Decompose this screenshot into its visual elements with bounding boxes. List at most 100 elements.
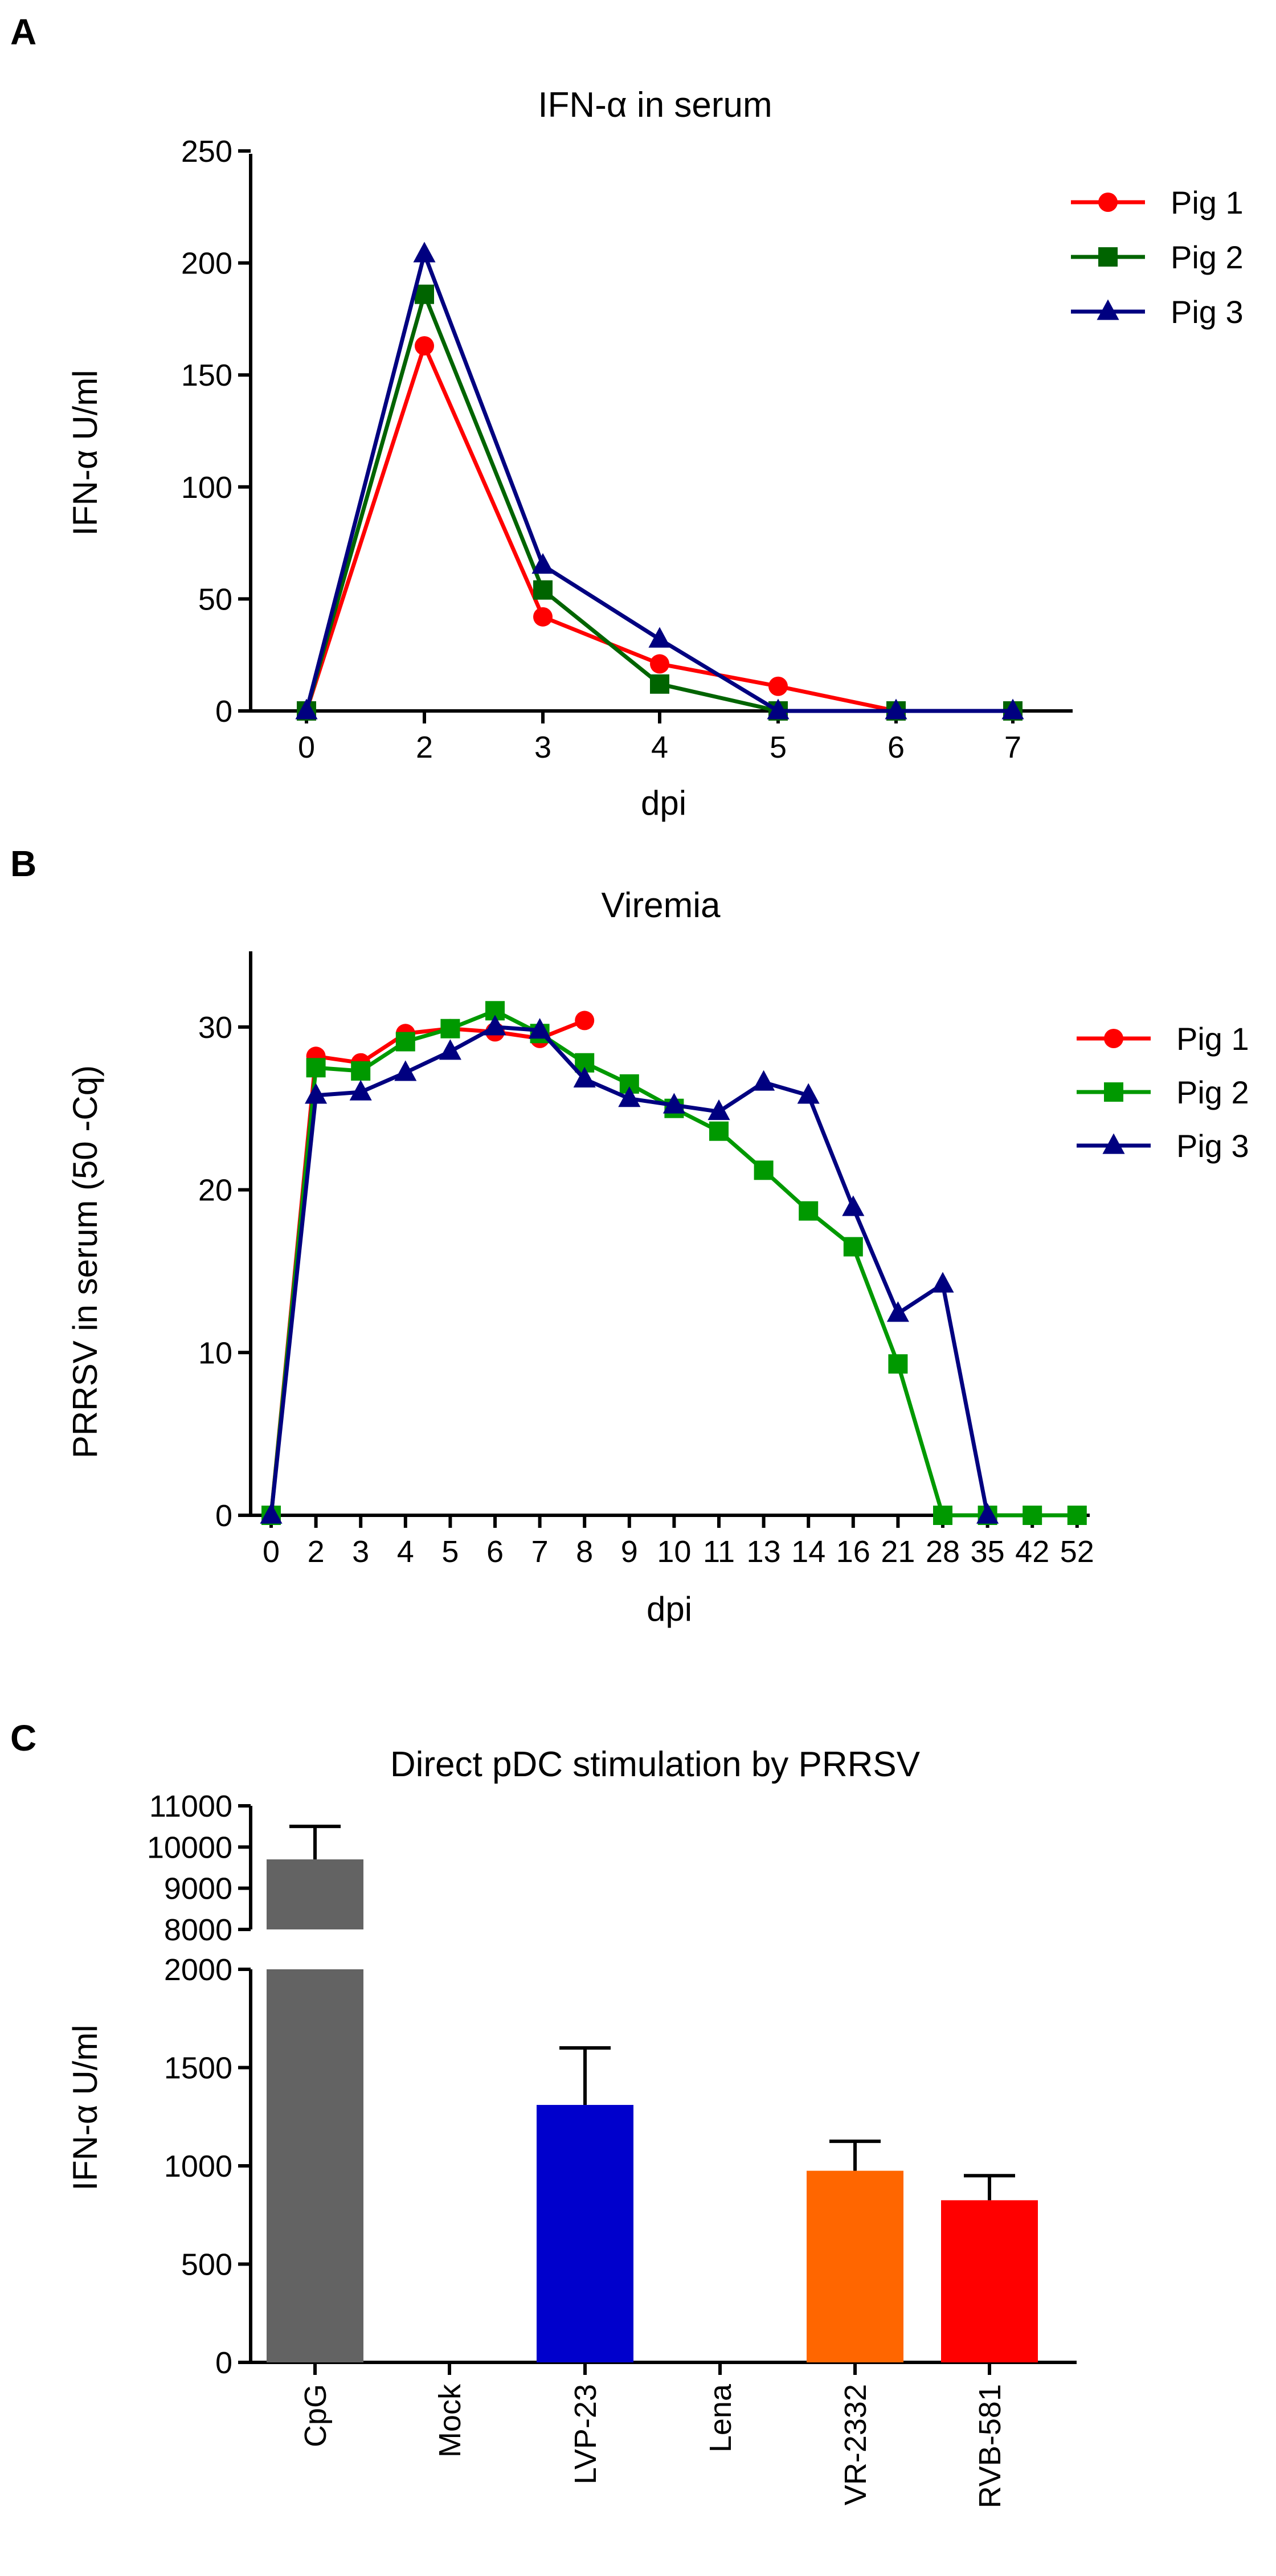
data-point-pig-3 [305,1083,328,1104]
panel-c: C Direct pDC stimulation by PRRSV IFN-α … [10,1718,1077,2508]
panel-b: B Viremia PRRSV in serum (50 -Cq) dpi 0 1… [10,843,1249,1628]
y-tick-label: 10 [198,1336,232,1370]
legend-label-1: Pig 1 [1171,185,1244,220]
legend-marker-1 [1104,1029,1123,1048]
chart-a-title: IFN-α in serum [538,85,772,125]
x-tick-label: 6 [486,1535,504,1569]
data-point-pig-2 [888,1354,908,1374]
chart-c-bars [267,1825,1038,2362]
series-line-2 [304,292,1013,713]
data-point-pig-3 [842,1195,865,1216]
y-tick-label: 500 [181,2248,232,2282]
x-tick-label: 9 [621,1535,638,1569]
legend-label-2: Pig 2 [1171,239,1244,275]
y-tick-label: 1500 [164,2051,232,2086]
legend-marker-2 [1098,247,1118,267]
y-tick-label: 0 [215,1499,232,1533]
panel-a: A IFN-α in serum IFN-α U/ml dpi 05010015… [10,11,1244,822]
data-point-pig-3 [484,1015,506,1036]
data-point-pig-3 [885,698,907,719]
chart-c-y-ticks: 8000 9000 10000 11000 0 500 1000 1500 2000 [147,1789,251,2380]
data-point-pig-3 [752,1070,775,1091]
y-tick-label: 1000 [164,2149,232,2184]
data-point-pig-3 [662,1093,685,1114]
data-point-pig-2 [440,1019,460,1038]
data-point-pig-2 [754,1160,774,1180]
chart-a-xlabel: dpi [641,784,686,822]
y-tick-label: 10000 [147,1830,232,1864]
x-tick-label: 5 [441,1535,459,1569]
data-point-pig-2 [933,1506,952,1525]
x-tick-label: LVP-23 [569,2384,603,2484]
chart-b-y-ticks: 0 10 20 30 [198,1011,251,1533]
data-point-pig-3 [573,1066,596,1087]
data-point-pig-2 [1023,1506,1042,1525]
y-tick-label: 200 [181,247,232,281]
data-point-pig-2 [650,674,669,694]
x-tick-label: 2 [308,1535,325,1569]
x-tick-label: 0 [298,730,315,764]
y-tick-label: 100 [181,471,232,505]
legend-marker-1 [1098,193,1118,212]
data-point-pig-3 [707,1099,730,1121]
x-tick-label: 0 [263,1535,280,1569]
panel-label-a: A [10,11,36,52]
x-tick-label: 16 [836,1535,870,1569]
y-tick-label: 30 [198,1011,232,1045]
y-tick-label: 0 [215,694,232,729]
x-tick-label: 5 [770,730,787,764]
data-point-pig-3 [767,698,790,719]
chart-a-legend: Pig 1 Pig 2 Pig 3 [1071,185,1244,330]
data-point-pig-3 [1001,698,1024,719]
data-point-pig-1 [575,1011,595,1031]
bar-lvp-23 [537,2105,633,2362]
x-tick-label: 10 [657,1535,691,1569]
x-tick-label: CpG [298,2384,333,2447]
data-point-pig-1 [768,676,788,696]
data-point-pig-3 [618,1086,641,1107]
x-tick-label: 3 [352,1535,369,1569]
legend-label-3: Pig 3 [1171,294,1244,330]
chart-b-series [260,1001,1087,1525]
data-point-pig-3 [976,1503,999,1524]
x-tick-label: 35 [971,1535,1005,1569]
y-tick-label: 150 [181,358,232,392]
chart-a-y-ticks: 0 50 100 150 200 250 [181,134,251,729]
chart-a-x-ticks: 0 2 3 4 5 6 7 [298,711,1021,764]
bar-rvb-581 [941,2200,1038,2362]
x-tick-label: 8 [576,1535,593,1569]
panel-label-c: C [10,1718,36,1759]
data-point-pig-2 [843,1237,863,1257]
x-tick-label: 7 [531,1535,549,1569]
data-point-pig-2 [306,1058,326,1078]
y-tick-label: 9000 [164,1872,232,1906]
x-tick-label: 42 [1015,1535,1049,1569]
chart-a-ylabel: IFN-α U/ml [66,370,104,535]
data-point-pig-3 [295,698,318,719]
chart-b-ylabel: PRRSV in serum (50 -Cq) [66,1065,104,1458]
y-tick-label: 20 [198,1173,232,1208]
y-tick-label: 50 [198,582,232,616]
series-line-2 [269,1008,1077,1518]
bar-cpg-lower [267,1969,363,2362]
chart-b-xlabel: dpi [647,1590,692,1628]
legend-label-2: Pig 2 [1176,1074,1249,1110]
data-point-pig-1 [650,654,669,674]
x-tick-label: 13 [747,1535,781,1569]
x-tick-label: 52 [1060,1535,1094,1569]
x-tick-label: 11 [703,1535,735,1569]
series-line-1 [304,344,897,713]
chart-b-legend: Pig 1 Pig 2 Pig 3 [1077,1021,1249,1164]
x-tick-label: VR-2332 [839,2384,873,2505]
data-point-pig-2 [395,1032,415,1052]
chart-b-x-ticks: 0 2 3 4 5 6 7 8 9 10 11 13 14 16 21 28 35 42 52 [263,1515,1094,1569]
data-point-pig-2 [351,1061,371,1081]
x-tick-label: Lena [704,2383,738,2452]
x-tick-label: 3 [534,730,551,764]
data-point-pig-2 [533,580,553,600]
data-point-pig-3 [886,1301,909,1322]
x-tick-label: 21 [881,1535,915,1569]
x-tick-label: 14 [791,1535,825,1569]
legend-marker-3 [1097,299,1119,320]
